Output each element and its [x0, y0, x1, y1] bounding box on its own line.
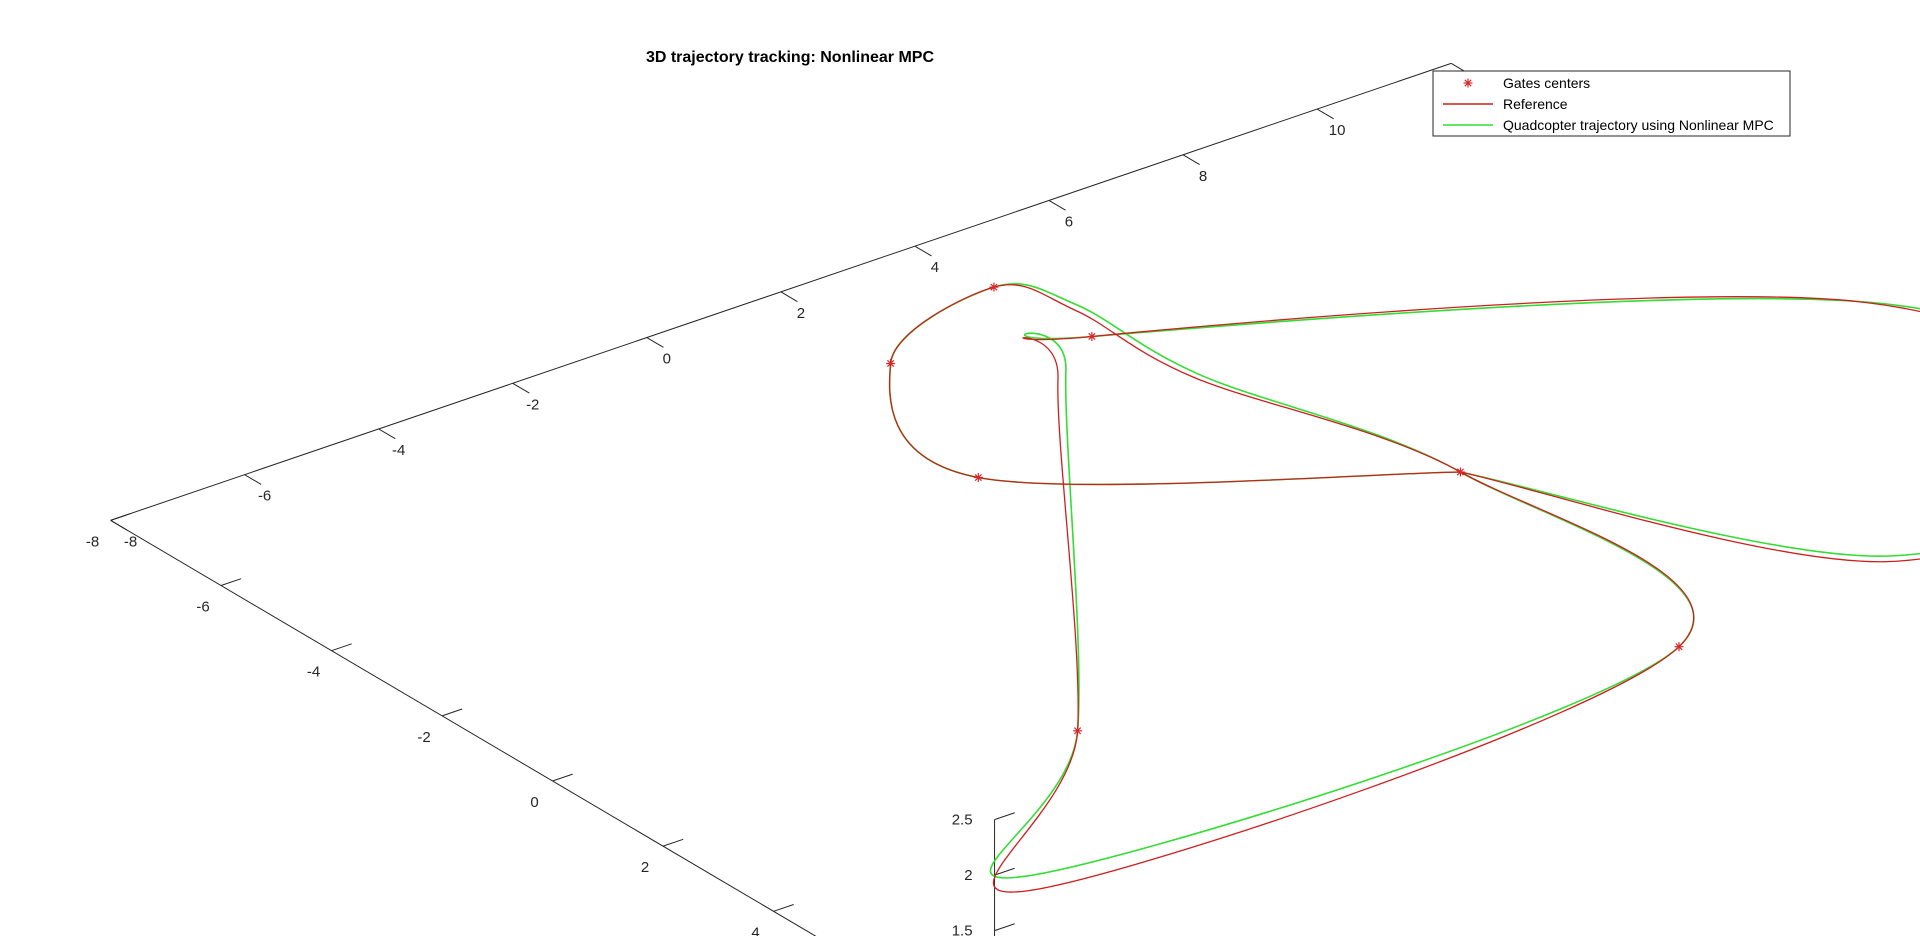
x-tick-mark — [512, 382, 530, 394]
legend-label: Reference — [1503, 96, 1568, 112]
y-tick-label: -8 — [86, 533, 99, 550]
reference-line — [888, 284, 1920, 893]
y-tick-mark — [552, 773, 573, 782]
y-tick-mark — [220, 578, 242, 586]
z-tick-mark — [994, 812, 1015, 821]
x-tick-label: -8 — [124, 533, 137, 550]
legend: Gates centers Reference Quadcopter traject… — [1432, 70, 1791, 137]
x-tick-mark — [914, 245, 932, 257]
y-tick-label: 0 — [530, 794, 538, 811]
x-tick-label: 6 — [1065, 213, 1073, 230]
z-tick-label: 1.5 — [952, 923, 973, 936]
gate-center-marker — [1087, 332, 1097, 341]
x-tick-label: 4 — [931, 259, 939, 276]
quadcopter-trajectory-line — [888, 283, 1920, 879]
gate-center-marker — [886, 359, 896, 368]
y-tick-mark — [331, 643, 352, 652]
gate-center-marker — [989, 282, 999, 292]
z-tick-mark — [994, 923, 1015, 932]
legend-entry: Quadcopter trajectory using Nonlinear MP… — [1443, 117, 1774, 133]
legend-label: Quadcopter trajectory using Nonlinear MP… — [1503, 117, 1774, 133]
series-layer — [888, 283, 1920, 893]
gate-center-marker — [973, 473, 983, 482]
legend-entry: Reference — [1443, 96, 1568, 112]
x-tick-label: -6 — [258, 488, 271, 505]
y-tick-mark — [110, 513, 131, 521]
y-tick-mark — [441, 708, 463, 717]
x-tick-mark — [780, 291, 798, 303]
legend-label: Gates centers — [1503, 75, 1590, 91]
y-tick-label: -2 — [417, 729, 430, 746]
y-tick-label: -6 — [196, 599, 209, 616]
z-tick-label: 2.5 — [952, 812, 973, 829]
x-tick-label: 2 — [797, 305, 805, 322]
gate-center-marker — [1073, 726, 1083, 736]
legend-entry: Gates centers — [1463, 75, 1590, 91]
x-tick-label: -2 — [526, 396, 539, 413]
chart-title: 3D trajectory tracking: Nonlinear MPC — [646, 49, 935, 66]
x-tick-mark — [1048, 200, 1066, 211]
legend-items: Gates centers Reference Quadcopter traject… — [1443, 75, 1774, 133]
gate-center-marker — [1674, 642, 1684, 652]
y-tick-mark — [662, 838, 684, 847]
z-tick-label: 2 — [964, 867, 972, 884]
z-tick-mark — [994, 867, 1015, 876]
y-tick-label: 4 — [751, 924, 759, 936]
x-tick-mark — [378, 428, 396, 440]
y-tick-label: -4 — [307, 664, 320, 681]
y-tick-label: 2 — [641, 859, 649, 876]
x-tick-mark — [1182, 154, 1200, 165]
x-tick-label: -4 — [392, 442, 405, 459]
x-tick-mark — [110, 519, 128, 531]
gate-center-marker — [1455, 467, 1465, 477]
axes: -8-6-4-2024681012-8-6-4-2024680.511.522.… — [86, 62, 1480, 936]
marker-layer — [886, 282, 1684, 736]
legend-marker — [1463, 78, 1473, 88]
x-tick-mark — [1316, 108, 1334, 120]
y-tick-mark — [773, 903, 794, 912]
x-tick-mark — [244, 474, 262, 485]
x-tick-label: 0 — [663, 351, 671, 368]
x-tick-label: 8 — [1199, 168, 1207, 185]
x-tick-mark — [646, 337, 664, 348]
y-axis-line — [110, 519, 817, 936]
x-tick-label: 10 — [1329, 122, 1346, 139]
